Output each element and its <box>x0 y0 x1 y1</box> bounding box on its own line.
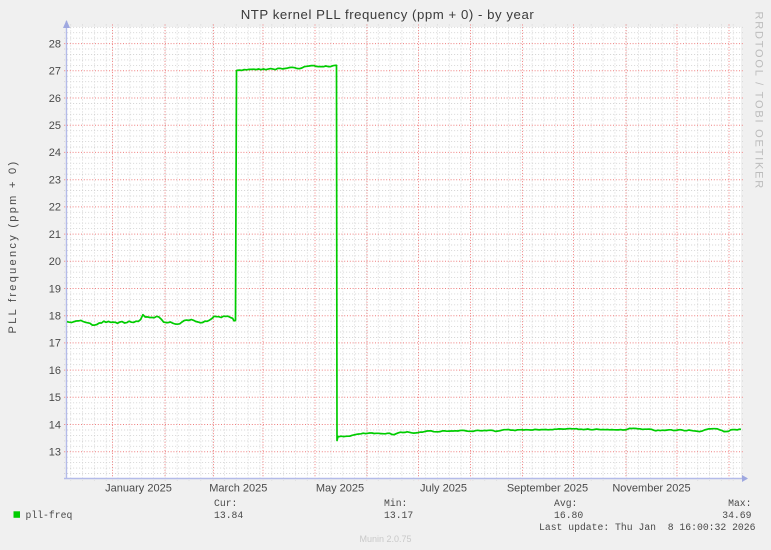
svg-text:pll-freq: pll-freq <box>26 510 73 521</box>
svg-text:September 2025: September 2025 <box>507 483 588 495</box>
svg-text:15: 15 <box>49 392 61 404</box>
svg-text:20: 20 <box>49 256 61 268</box>
svg-text:November 2025: November 2025 <box>612 483 690 495</box>
svg-text:Min:: Min: <box>384 498 407 509</box>
svg-text:22: 22 <box>49 202 61 214</box>
svg-text:34.69: 34.69 <box>722 510 751 521</box>
svg-text:13: 13 <box>49 447 61 459</box>
svg-text:21: 21 <box>49 229 61 241</box>
svg-text:27: 27 <box>49 66 61 78</box>
svg-text:18: 18 <box>49 311 61 323</box>
svg-text:26: 26 <box>49 93 61 105</box>
svg-text:17: 17 <box>49 338 61 350</box>
svg-text:March 2025: March 2025 <box>209 483 267 495</box>
svg-text:16.80: 16.80 <box>554 510 583 521</box>
svg-text:19: 19 <box>49 283 61 295</box>
svg-text:23: 23 <box>49 174 61 186</box>
svg-text:25: 25 <box>49 120 61 132</box>
svg-text:PLL frequency (ppm + 0): PLL frequency (ppm + 0) <box>7 160 19 334</box>
svg-text:24: 24 <box>49 147 61 159</box>
svg-text:Max:: Max: <box>728 498 751 509</box>
svg-text:Cur:: Cur: <box>214 498 237 509</box>
svg-text:May 2025: May 2025 <box>316 483 364 495</box>
svg-text:January 2025: January 2025 <box>105 483 172 495</box>
svg-text:Last update: Thu Jan 8 16:00:: Last update: Thu Jan 8 16:00:32 2026 <box>539 522 756 533</box>
svg-text:13.17: 13.17 <box>384 510 413 521</box>
svg-text:16: 16 <box>49 365 61 377</box>
svg-text:28: 28 <box>49 38 61 50</box>
svg-text:RRDTOOL / TOBI OETIKER: RRDTOOL / TOBI OETIKER <box>753 12 765 191</box>
svg-text:Munin 2.0.75: Munin 2.0.75 <box>359 534 411 544</box>
svg-text:NTP kernel PLL frequency (ppm: NTP kernel PLL frequency (ppm + 0) - by … <box>241 7 535 22</box>
svg-text:14: 14 <box>49 419 61 431</box>
svg-text:Avg:: Avg: <box>554 498 577 509</box>
svg-text:13.84: 13.84 <box>214 510 243 521</box>
svg-text:July 2025: July 2025 <box>420 483 467 495</box>
